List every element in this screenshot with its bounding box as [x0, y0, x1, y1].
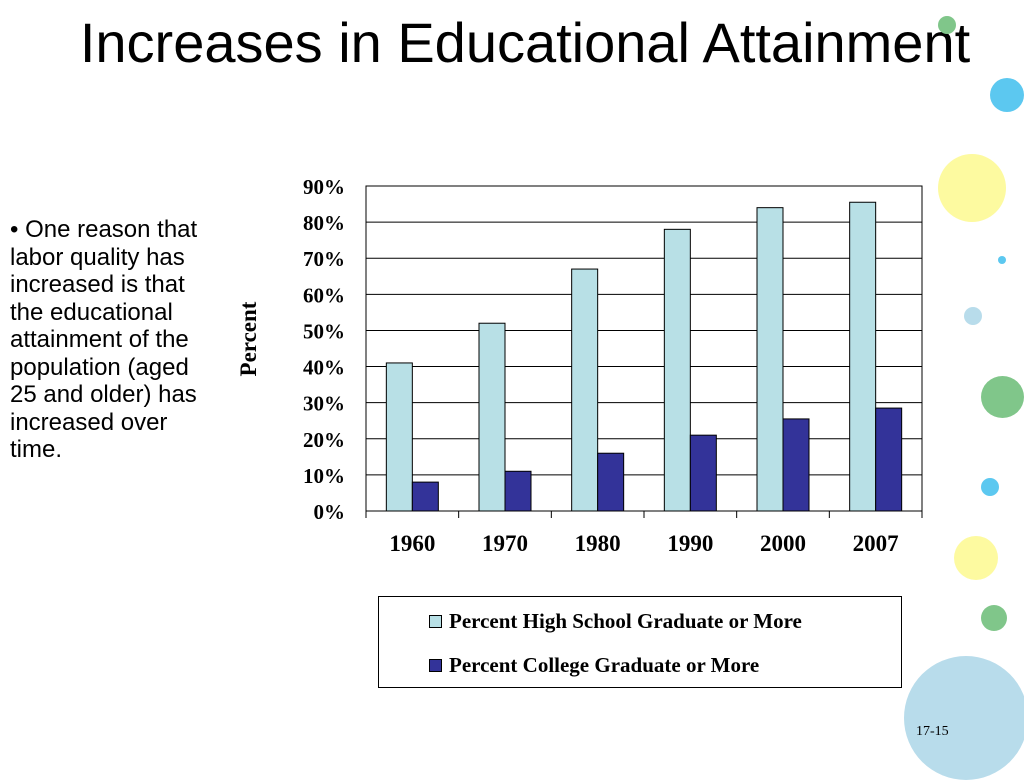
bar: [385, 362, 413, 512]
y-tick-label: 90%: [303, 175, 345, 199]
x-tick-label: 1960: [389, 531, 435, 556]
decor-circle: [990, 78, 1024, 112]
decor-circle: [938, 16, 956, 34]
decor-circle: [981, 605, 1007, 631]
y-tick-label: 20%: [303, 428, 345, 452]
x-tick-label: 1980: [575, 531, 621, 556]
bar: [571, 268, 599, 512]
legend-swatch: [429, 659, 442, 672]
y-tick-label: 80%: [303, 211, 345, 235]
x-tick-label: 2000: [760, 531, 806, 556]
x-tick-label: 2007: [853, 531, 899, 556]
decor-circle: [964, 307, 982, 325]
bar: [663, 228, 691, 512]
bar: [689, 434, 717, 512]
bar: [597, 452, 625, 512]
decor-circle: [938, 154, 1006, 222]
legend-item-high-school: Percent High School Graduate or More: [429, 609, 802, 634]
plot-area: [365, 185, 923, 512]
bar: [875, 407, 903, 512]
page-number: 17-15: [916, 724, 949, 739]
decor-circle: [981, 376, 1024, 418]
legend-item-college: Percent College Graduate or More: [429, 653, 759, 678]
bar: [782, 418, 810, 512]
bar: [756, 207, 784, 512]
bar: [478, 322, 506, 512]
y-tick-label: 30%: [303, 392, 345, 416]
legend-label: Percent High School Graduate or More: [449, 609, 802, 633]
y-tick-label: 50%: [303, 319, 345, 343]
decor-circle: [998, 256, 1006, 264]
y-tick-label: 10%: [303, 464, 345, 488]
legend-swatch: [429, 615, 442, 628]
bar: [504, 470, 532, 512]
bar: [411, 481, 439, 512]
x-tick-label: 1970: [482, 531, 528, 556]
decor-circle: [954, 536, 998, 580]
x-tick-label: 1990: [667, 531, 713, 556]
decor-circle: [904, 656, 1024, 780]
chart-legend: Percent High School Graduate or More Per…: [378, 596, 902, 688]
bar: [849, 201, 877, 512]
legend-label: Percent College Graduate or More: [449, 653, 760, 677]
y-axis-label: Percent: [236, 301, 261, 376]
y-tick-label: 70%: [303, 247, 345, 271]
decor-circle: [981, 478, 999, 496]
y-tick-label: 0%: [314, 500, 346, 524]
y-tick-label: 40%: [303, 356, 345, 380]
y-tick-label: 60%: [303, 283, 345, 307]
slide-title: Increases in Educational Attainment: [79, 11, 971, 74]
bullet-text: • One reason that labor quality has incr…: [10, 216, 198, 463]
